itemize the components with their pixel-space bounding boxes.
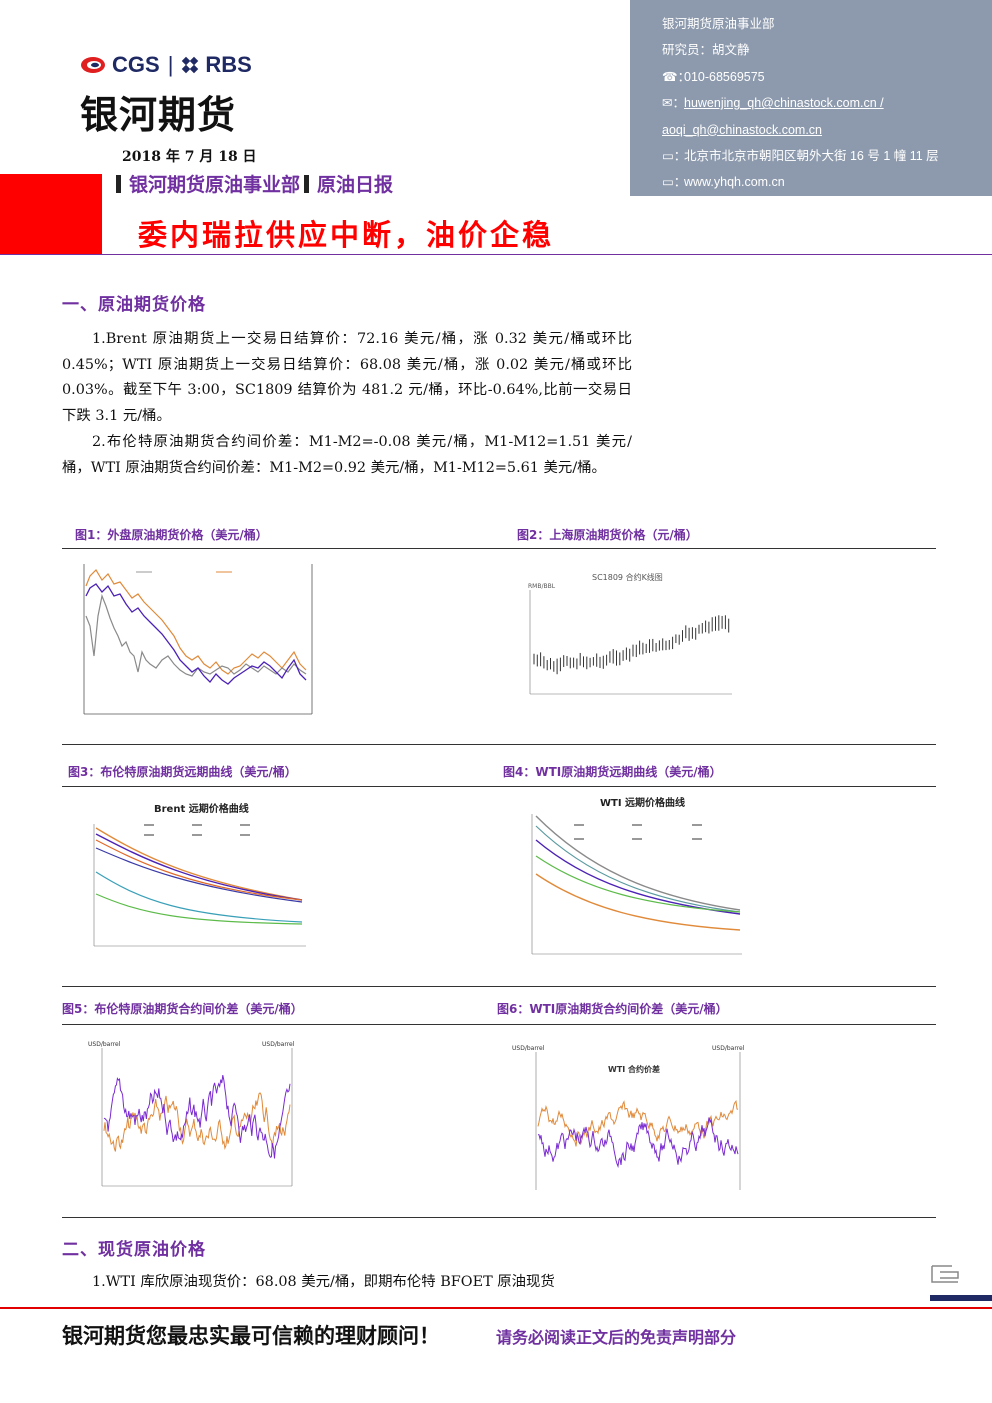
monitor-icon: ▭：: [662, 175, 687, 190]
chart-3-brent-forward: Brent 远期价格曲线: [82, 796, 312, 968]
rbs-logo-icon: [182, 56, 199, 74]
contact-email2-row: aoqi_qh@chinastock.com.cn: [662, 120, 992, 146]
figure-row1-bottom-rule: [62, 744, 936, 745]
section1-paragraph-1: 1.Brent 原油期货上一交易日结算价：72.16 美元/桶，涨 0.32 美…: [62, 331, 632, 425]
chart6-title: WTI 合约价差: [608, 1064, 660, 1074]
company-name: 银河期货: [80, 93, 237, 137]
section2-paragraph-1: 1.WTI 库欣原油现货价：68.08 美元/桶，即期布伦特 BFOET 原油现…: [92, 1274, 555, 1290]
report-date: 2018 年 7 月 18 日: [122, 149, 257, 165]
logo-cgs-text: CGS: [112, 52, 160, 77]
chart-1-overseas-futures: [76, 556, 320, 726]
figure-row2-bottom-rule: [62, 986, 936, 987]
candle-series: [533, 615, 730, 675]
fig6-caption: 图6：WTI原油期货合约间价差（美元/桶）: [497, 1002, 728, 1016]
contact-email-row: ✉：huwenjing_qh@chinastock.com.cn /: [662, 93, 992, 119]
department-name: 银河期货原油事业部: [129, 174, 301, 196]
section1-body: 1.Brent 原油期货上一交易日结算价：72.16 美元/桶，涨 0.32 美…: [62, 327, 632, 481]
section2-heading: 二、现货原油价格: [62, 1240, 206, 1260]
mail-icon: ✉：: [662, 96, 685, 111]
spread-series-purple: [103, 1075, 291, 1159]
chart3-title: Brent 远期价格曲线: [154, 802, 249, 815]
contact-website-row: ▭：www.yhqh.com.cn: [662, 172, 992, 198]
chart2-unit: RMB/BBL: [528, 583, 556, 590]
fig2-caption: 图2：上海原油期货价格（元/桶）: [517, 528, 698, 542]
footer-slogan: 银河期货您最忠实最可信赖的理财顾问！: [62, 1324, 440, 1348]
chart4-title: WTI 远期价格曲线: [600, 796, 685, 809]
fig5-caption: 图5：布伦特原油期货合约间价差（美元/桶）: [62, 1002, 303, 1016]
contact-address: 北京市北京市朝阳区朝外大街 16 号 1 幢 11 层: [684, 148, 939, 163]
logo-rbs-text: RBS: [205, 52, 252, 77]
chart5-unit-right: USD/barrel: [262, 1041, 295, 1048]
page-bar: [930, 1295, 992, 1301]
red-accent-block: [0, 174, 102, 254]
figure-row1-top-rule: [62, 548, 936, 549]
chart-6-wti-spread: USD/barrel USD/barrel WTI 合约价差: [510, 1036, 754, 1196]
contact-phone-row: ☎：010-68569575: [662, 67, 992, 93]
chart6-unit-left: USD/barrel: [512, 1045, 545, 1052]
chart-4-wti-forward: WTI 远期价格曲线: [516, 796, 746, 968]
fig1-caption: 图1：外盘原油期货价格（美元/桶）: [75, 528, 268, 542]
chart-5-brent-spread: USD/barrel USD/barrel: [82, 1036, 304, 1196]
chart-2-sc-candlestick: SC1809 合约K线图 RMB/BBL: [506, 566, 736, 726]
bar-marker: [116, 175, 121, 193]
company-logo: CGS | RBS: [80, 52, 252, 78]
section1-heading: 一、原油期货价格: [62, 295, 206, 315]
phone-icon: ☎：: [662, 69, 691, 84]
footer-divider: [0, 1307, 992, 1309]
fig4-caption: 图4：WTI原油期货远期曲线（美元/桶）: [503, 765, 722, 779]
report-title: 委内瑞拉供应中断，油价企稳: [138, 218, 555, 252]
figure-row3-top-rule: [62, 1024, 936, 1025]
fig3-caption: 图3：布伦特原油期货远期曲线（美元/桶）: [68, 765, 297, 779]
contact-website[interactable]: www.yhqh.com.cn: [684, 175, 785, 190]
section1-paragraph-2: 2.布伦特原油期货合约间价差：M1-M2=-0.08 美元/桶，M1-M12=1…: [62, 433, 632, 476]
logo-separator: |: [167, 52, 174, 77]
spread-series-orange: [103, 1092, 291, 1152]
contact-email-link[interactable]: huwenjing_qh@chinastock.com.cn /: [684, 96, 884, 111]
chart6-unit-right: USD/barrel: [712, 1045, 745, 1052]
contact-phone: 010-68569575: [684, 69, 765, 84]
department-line: 银河期货原油事业部 原油日报: [116, 170, 393, 197]
chart2-title: SC1809 合约K线图: [592, 572, 663, 582]
bar-marker: [304, 175, 310, 193]
chart5-unit-left: USD/barrel: [88, 1041, 121, 1048]
figure-row2-top-rule: [62, 786, 936, 787]
spread-series-purple: [537, 1117, 739, 1169]
page-turn-icon: [931, 1265, 959, 1283]
figure-row3-bottom-rule: [62, 1217, 936, 1218]
report-type: 原油日报: [317, 174, 394, 196]
section2-body: 1.WTI 库欣原油现货价：68.08 美元/桶，即期布伦特 BFOET 原油现…: [62, 1270, 662, 1296]
contact-dept: 银河期货原油事业部: [662, 17, 775, 31]
book-icon: ▭：: [662, 148, 687, 163]
contact-panel: 银河期货原油事业部 研究员：胡文静 ☎：010-68569575 ✉：huwen…: [630, 0, 992, 196]
footer-disclaimer: 请务必阅读正文后的免责声明部分: [496, 1328, 737, 1347]
contact-address-row: ▭：北京市北京市朝阳区朝外大街 16 号 1 幢 11 层: [662, 146, 992, 172]
contact-researcher: 研究员：胡文静: [662, 43, 750, 58]
contact-email2-link[interactable]: aoqi_qh@chinastock.com.cn: [662, 122, 822, 137]
cgs-swirl-icon: [81, 57, 105, 73]
header-divider: [0, 254, 992, 255]
